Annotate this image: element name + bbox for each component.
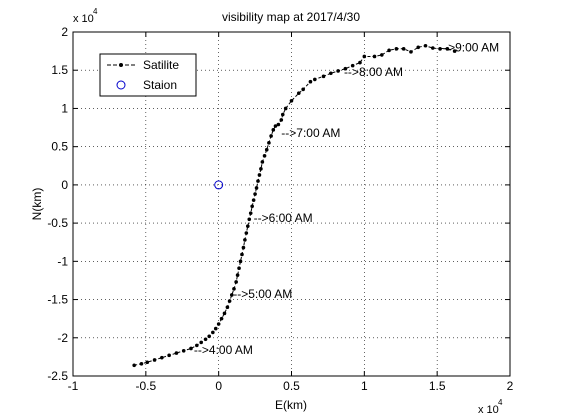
- y-tick-label: -1.5: [47, 293, 68, 307]
- satellite-point: [237, 266, 241, 270]
- time-annotation: -->6:00 AM: [254, 211, 313, 225]
- satellite-point: [424, 44, 428, 48]
- satellite-point: [431, 46, 435, 50]
- satellite-point: [269, 134, 273, 138]
- satellite-point: [249, 211, 253, 215]
- satellite-point: [313, 78, 317, 82]
- satellite-point: [263, 154, 267, 158]
- y-tick-label: 1.5: [51, 63, 68, 77]
- y-tick-label: -2.5: [47, 369, 68, 383]
- y-exponent-base: x 10: [73, 13, 94, 25]
- satellite-point: [239, 260, 243, 264]
- satellite-point: [281, 113, 285, 117]
- y-tick-label: 2: [61, 25, 68, 39]
- satellite-point: [363, 55, 367, 59]
- satellite-point: [409, 50, 413, 54]
- satellite-point: [395, 47, 399, 51]
- time-annotation: -->9:00 AM: [440, 40, 499, 54]
- x-exponent-power: 4: [498, 398, 503, 407]
- satellite-point: [189, 347, 193, 351]
- satellite-point: [182, 349, 186, 353]
- satellite-point: [250, 204, 254, 208]
- satellite-point: [255, 186, 259, 190]
- x-tick-label: 2: [507, 379, 514, 393]
- y-tick-label: -2: [57, 331, 68, 345]
- satellite-point: [373, 55, 377, 59]
- satellite-point: [265, 148, 269, 152]
- satellite-point: [243, 238, 247, 242]
- satellite-point: [214, 327, 218, 331]
- satellite-point: [145, 360, 149, 364]
- satellite-point: [253, 192, 257, 196]
- satellite-point: [234, 280, 238, 284]
- satellite-point: [301, 88, 305, 92]
- satellite-point: [242, 246, 246, 250]
- satellite-point: [380, 53, 384, 57]
- legend-station-label: Staion: [143, 78, 177, 92]
- satellite-point: [252, 198, 256, 202]
- satellite-point: [416, 45, 420, 49]
- satellite-point: [140, 362, 144, 366]
- satellite-point: [297, 91, 301, 95]
- satellite-point: [226, 305, 230, 309]
- satellite-point: [402, 47, 406, 51]
- satellite-point: [271, 128, 275, 132]
- satellite-point: [284, 107, 288, 111]
- satellite-point: [228, 299, 232, 303]
- satellite-point: [258, 173, 262, 177]
- satellite-point: [175, 351, 179, 355]
- x-tick-label: 0.5: [283, 379, 300, 393]
- satellite-point: [336, 69, 340, 73]
- x-exponent-base: x 10: [478, 404, 499, 416]
- time-annotation: -->5:00 AM: [233, 287, 292, 301]
- y-tick-label: 0.5: [51, 140, 68, 154]
- satellite-point: [247, 217, 251, 221]
- satellite-point: [153, 358, 157, 362]
- satellite-point: [211, 331, 215, 335]
- satellite-point: [280, 118, 284, 122]
- satellite-point: [204, 338, 208, 342]
- satellite-point: [322, 75, 326, 79]
- y-exponent-power: 4: [93, 7, 98, 16]
- satellite-point: [207, 334, 211, 338]
- satellite-point: [290, 99, 294, 103]
- x-tick-label: -1: [68, 379, 79, 393]
- satellite-point: [387, 49, 391, 53]
- y-tick-label: 1: [61, 101, 68, 115]
- satellite-point: [246, 224, 250, 228]
- satellite-point: [261, 160, 265, 164]
- x-tick-label: -0.5: [135, 379, 156, 393]
- chart-title: visibility map at 2017/4/30: [222, 10, 360, 24]
- satellite-point: [223, 312, 227, 316]
- y-tick-label: -1: [57, 254, 68, 268]
- satellite-point: [167, 354, 171, 358]
- x-tick-label: 1: [361, 379, 368, 393]
- y-axis-title: N(km): [30, 188, 44, 221]
- satellite-point: [267, 141, 271, 145]
- satellite-point: [245, 231, 249, 235]
- legend-satellite-label: Satilite: [143, 58, 179, 72]
- legend-satellite-marker: [119, 63, 123, 67]
- x-axis-title: E(km): [275, 398, 307, 412]
- satellite-point: [309, 80, 313, 84]
- satellite-point: [217, 322, 221, 326]
- legend: Satilite Staion: [100, 54, 196, 96]
- satellite-point: [220, 317, 224, 321]
- satellite-point: [240, 253, 244, 257]
- satellite-point: [132, 363, 136, 367]
- satellite-point: [277, 123, 281, 127]
- satellite-point: [329, 71, 333, 75]
- satellite-point: [259, 167, 263, 171]
- x-tick-label: 0: [215, 379, 222, 393]
- satellite-point: [160, 356, 164, 360]
- time-annotation: -->4:00 AM: [194, 343, 253, 357]
- time-annotation: -->7:00 AM: [281, 126, 340, 140]
- x-tick-label: 1.5: [429, 379, 446, 393]
- y-tick-label: -0.5: [47, 216, 68, 230]
- y-tick-label: 0: [61, 178, 68, 192]
- satellite-point: [256, 179, 260, 183]
- satellite-point: [236, 273, 240, 277]
- time-annotation: -->8:00 AM: [344, 65, 403, 79]
